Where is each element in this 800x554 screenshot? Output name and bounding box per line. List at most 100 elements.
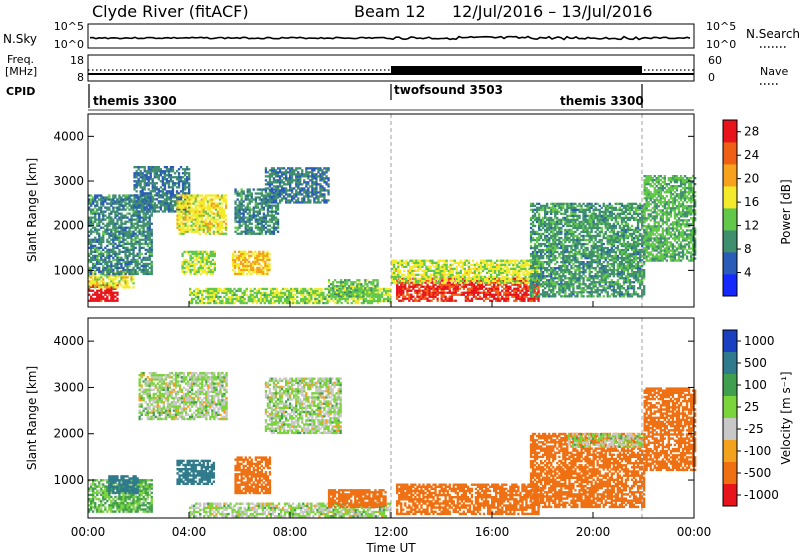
echo-cell <box>272 232 276 235</box>
echo-cell <box>262 212 265 215</box>
echo-cell <box>118 218 121 221</box>
echo-cell <box>112 244 115 247</box>
echo-cell <box>272 218 276 221</box>
echo-cell <box>240 250 243 253</box>
echo-cell <box>116 202 119 205</box>
echo-cell <box>203 268 206 272</box>
echo-cell <box>100 238 103 241</box>
echo-cell <box>266 206 270 209</box>
echo-cell <box>150 262 153 266</box>
echo-cell <box>145 182 148 185</box>
echo-cell <box>132 286 135 289</box>
echo-cell <box>287 179 290 182</box>
echo-cell <box>327 167 330 170</box>
echo-cell <box>443 263 446 266</box>
echo-cell <box>333 285 337 288</box>
echo-cell <box>276 189 280 192</box>
echo-cell <box>258 270 261 274</box>
echo-cell <box>98 258 101 262</box>
echo-cell <box>224 198 228 201</box>
echo-cell <box>124 242 127 245</box>
echo-cell <box>456 289 459 292</box>
echo-cell <box>197 266 200 270</box>
echo-cell <box>317 169 320 172</box>
echo-cell <box>143 174 146 177</box>
echo-cell <box>110 295 113 298</box>
echo-cell <box>313 191 316 194</box>
echo-cell <box>100 204 103 207</box>
echo-cell <box>418 299 421 302</box>
echo-cell <box>195 272 198 276</box>
echo-cell <box>327 289 331 292</box>
echo-cell <box>205 266 208 270</box>
echo-cell <box>285 171 288 174</box>
echo-cell <box>376 283 379 286</box>
echo-cell <box>218 222 222 225</box>
echo-cell <box>149 198 152 201</box>
echo-cell <box>186 198 189 201</box>
echo-cell <box>94 272 97 276</box>
echo-cell <box>197 301 200 305</box>
echo-cell <box>163 186 167 189</box>
echo-cell <box>138 212 141 215</box>
echo-cell <box>302 297 305 301</box>
echo-cell <box>308 295 311 299</box>
echo-cell <box>132 254 135 257</box>
echo-cell <box>135 210 138 213</box>
echo-cell <box>114 287 117 290</box>
echo-cell <box>518 277 521 280</box>
echo-cell <box>189 264 192 268</box>
echo-cell <box>148 228 151 231</box>
echo-cell <box>376 279 379 282</box>
echo-cell <box>242 268 245 272</box>
echo-cell <box>197 252 200 255</box>
echo-cell <box>96 250 99 253</box>
echo-cell <box>169 204 173 207</box>
echo-cell <box>283 291 287 295</box>
echo-cell <box>249 289 252 293</box>
echo-cell <box>376 295 380 299</box>
echo-cell <box>192 194 195 197</box>
echo-cell <box>136 230 139 233</box>
echo-cell <box>362 295 365 298</box>
echo-cell <box>104 289 107 292</box>
echo-cell <box>134 254 137 257</box>
echo-cell <box>233 264 237 268</box>
echo-cell <box>307 191 310 194</box>
echo-cell <box>140 258 143 262</box>
echo-cell <box>524 259 527 262</box>
echo-cell <box>282 197 286 200</box>
echo-cell <box>200 212 203 215</box>
echo-cell <box>472 295 476 298</box>
echo-cell <box>100 200 103 203</box>
echo-cell <box>202 198 205 201</box>
echo-cell <box>468 281 472 284</box>
echo-cell <box>167 208 171 211</box>
echo-cell <box>90 210 93 213</box>
echo-cell <box>481 265 485 268</box>
echo-cell <box>92 293 95 296</box>
echo-cell <box>163 202 167 205</box>
echo-cell <box>313 197 316 200</box>
echo-cell <box>183 250 186 253</box>
echo-cell <box>268 185 272 188</box>
echo-cell <box>241 301 244 305</box>
echo-cell <box>140 226 143 229</box>
echo-cell <box>278 183 282 186</box>
echo-cell <box>450 291 453 294</box>
echo-cell <box>120 198 123 201</box>
echo-cell <box>167 202 171 205</box>
echo-cell <box>531 297 534 300</box>
echo-cell <box>524 277 527 280</box>
echo-cell <box>120 270 123 274</box>
echo-cell <box>434 291 437 294</box>
echo-cell <box>130 198 133 201</box>
echo-cell <box>468 283 472 286</box>
echo-cell <box>412 299 415 302</box>
echo-cell <box>422 285 425 288</box>
echo-cell <box>262 206 265 209</box>
echo-cell <box>242 230 245 233</box>
echo-cell <box>417 259 420 262</box>
echo-cell <box>472 287 476 290</box>
echo-cell <box>277 299 281 303</box>
